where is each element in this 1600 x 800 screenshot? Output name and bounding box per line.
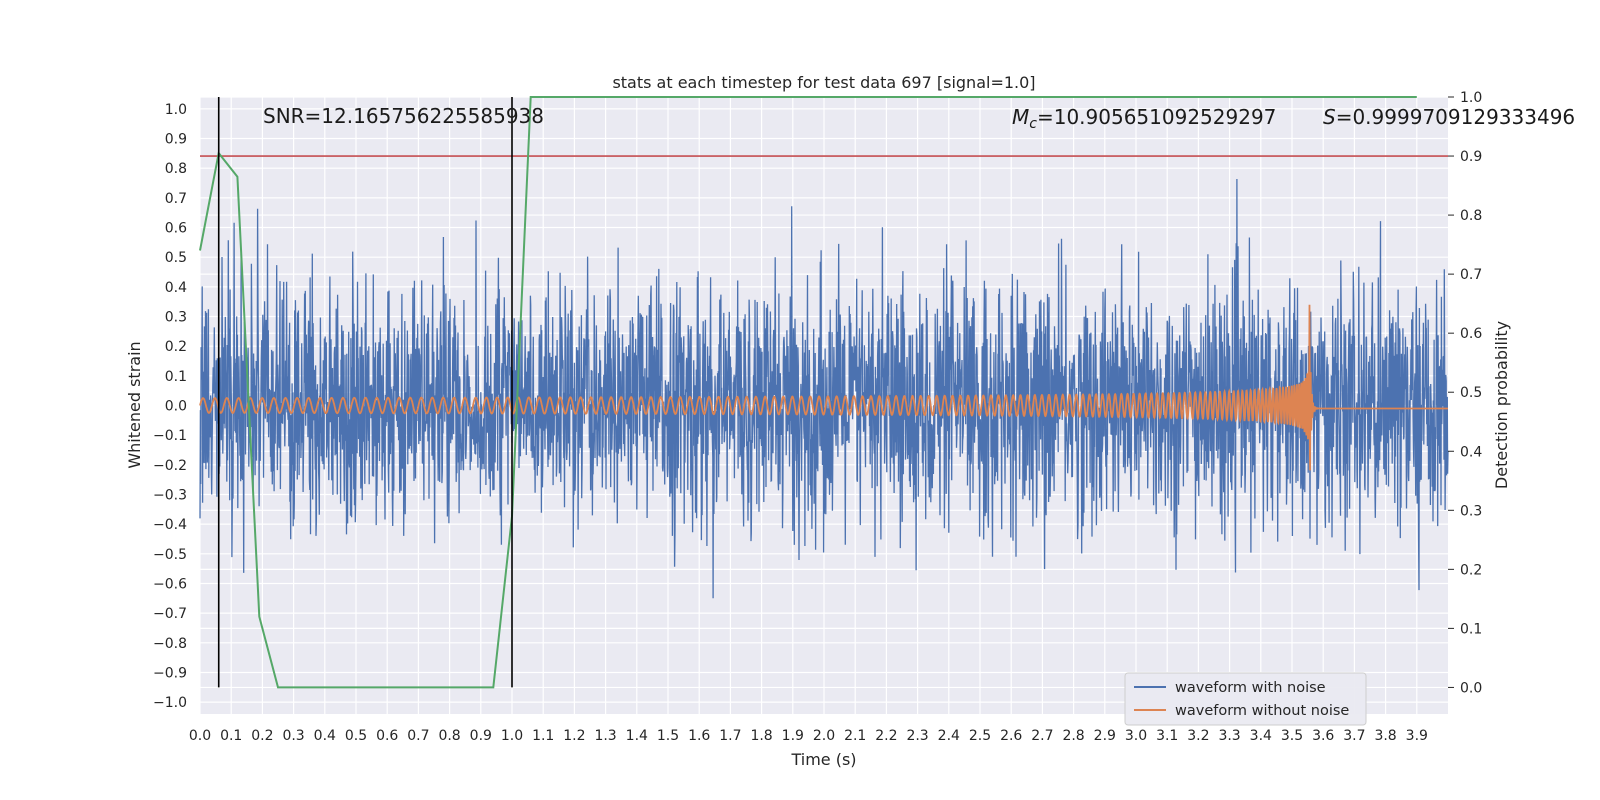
y-tick-label: 0.7 [165, 191, 187, 207]
y-tick-label: 0.0 [165, 399, 187, 415]
x-tick-label: 2.7 [1031, 728, 1053, 744]
s-symbol: S [1323, 105, 1336, 129]
chirp-mass-annotation: Mc=10.905651092529297 [1012, 105, 1276, 132]
x-tick-label: 0.1 [220, 728, 242, 744]
x-tick-label: 2.2 [875, 728, 897, 744]
x-tick-label: 0.5 [345, 728, 367, 744]
x-tick-label: 1.6 [688, 728, 710, 744]
x-tick-label: 1.4 [626, 728, 648, 744]
score-annotation: S=0.9999709129333496 [1323, 105, 1575, 129]
y-tick-label: 0.1 [165, 369, 187, 385]
y2-axis-label: Detection probability [1492, 321, 1511, 489]
y-tick-label: 0.2 [165, 339, 187, 355]
legend: waveform with noise waveform without noi… [1124, 672, 1367, 726]
mc-subscript: c [1029, 116, 1037, 132]
x-tick-label: 2.9 [1094, 728, 1116, 744]
x-tick-label: 1.8 [750, 728, 772, 744]
y-tick-label: −0.8 [153, 636, 187, 652]
mc-value: =10.905651092529297 [1037, 105, 1276, 129]
x-tick-label: 3.5 [1281, 728, 1303, 744]
y2-tick-label: 0.6 [1460, 326, 1482, 342]
x-tick-label: 0.0 [189, 728, 211, 744]
y-tick-label: −0.9 [153, 665, 187, 681]
x-tick-label: 1.2 [563, 728, 585, 744]
x-tick-label: 0.9 [470, 728, 492, 744]
y-tick-label: −0.2 [153, 458, 187, 474]
y-ticks: 1.0 0.9 0.8 0.7 0.6 0.5 0.4 0.3 0.2 0.1 0.0 −0.1 −0.… [153, 102, 187, 711]
waveform-without-noise-line [199, 304, 1448, 471]
mc-symbol: M [1012, 105, 1029, 129]
y2-tick-label: 0.1 [1460, 621, 1482, 637]
x-tick-label: 1.9 [782, 728, 804, 744]
x-tick-label: 3.3 [1218, 728, 1240, 744]
legend-label-noisy: waveform with noise [1175, 680, 1326, 696]
waveform-with-noise-line [199, 178, 1449, 599]
y-tick-label: −0.1 [153, 428, 187, 444]
snr-annotation: SNR=12.165756225585938 [263, 104, 544, 128]
y2-tick-label: 0.4 [1460, 444, 1482, 460]
x-axis-label: Time (s) [790, 750, 856, 769]
y2-tick-label: 0.5 [1460, 385, 1482, 401]
y-tick-label: 0.8 [165, 161, 187, 177]
vertical-markers [217, 97, 513, 688]
x-tick-label: 2.1 [844, 728, 866, 744]
x-tick-label: 0.6 [376, 728, 398, 744]
y-tick-label: −0.7 [153, 606, 187, 622]
x-tick-label: 0.7 [407, 728, 429, 744]
x-tick-label: 3.1 [1156, 728, 1178, 744]
x-tick-label: 3.6 [1312, 728, 1334, 744]
y-tick-label: −0.6 [153, 576, 187, 592]
x-tick-label: 3.8 [1374, 728, 1396, 744]
waveform-without-noise-series [199, 304, 1448, 471]
x-tick-label: 2.0 [813, 728, 835, 744]
y2-tick-label: 0.3 [1460, 503, 1482, 519]
y-tick-label: 1.0 [165, 102, 187, 118]
x-tick-label: 2.5 [969, 728, 991, 744]
y-tick-label: −0.3 [153, 487, 187, 503]
x-tick-label: 1.3 [594, 728, 616, 744]
x-tick-label: 0.3 [282, 728, 304, 744]
y2-tick-label: 0.9 [1460, 149, 1482, 165]
y2-tick-label: 0.7 [1460, 267, 1482, 283]
y2-tick-label: 0.2 [1460, 562, 1482, 578]
x-tick-label: 1.5 [657, 728, 679, 744]
x-tick-label: 2.3 [906, 728, 928, 744]
x-tick-label: 1.7 [719, 728, 741, 744]
detection-probability-series [199, 96, 1417, 689]
x-tick-label: 3.0 [1125, 728, 1147, 744]
y2-tick-label: 0.0 [1460, 680, 1482, 696]
x-tick-label: 1.0 [501, 728, 523, 744]
y-axis-label: Whitened strain [125, 341, 144, 468]
x-tick-label: 1.1 [532, 728, 554, 744]
x-tick-label: 2.6 [1000, 728, 1022, 744]
y-tick-label: −0.4 [153, 517, 187, 533]
y-tick-label: 0.5 [165, 250, 187, 266]
x-tick-label: 0.8 [438, 728, 460, 744]
x-tick-label: 0.4 [314, 728, 336, 744]
y-tick-label: 0.9 [165, 132, 187, 148]
x-tick-label: 0.2 [251, 728, 273, 744]
legend-box [1124, 672, 1367, 726]
y-tick-label: 0.3 [165, 310, 187, 326]
y-tick-label: −1.0 [153, 695, 187, 711]
detection-probability-line [199, 96, 1417, 689]
x-tick-label: 2.8 [1062, 728, 1084, 744]
waveform-with-noise-series [199, 178, 1449, 599]
s-value: =0.9999709129333496 [1336, 105, 1575, 129]
y-tick-label: 0.4 [165, 280, 187, 296]
legend-label-clean: waveform without noise [1175, 703, 1349, 719]
x-tick-label: 2.4 [938, 728, 960, 744]
x-tick-label: 3.2 [1187, 728, 1209, 744]
x-tick-label: 3.9 [1406, 728, 1428, 744]
x-ticks: 0.0 0.1 0.2 0.3 0.4 0.5 0.6 0.7 0.8 0.9 1.0 1.1 1.2 1… [189, 728, 1428, 744]
x-tick-label: 3.7 [1343, 728, 1365, 744]
x-tick-label: 3.4 [1250, 728, 1272, 744]
chart-title: stats at each timestep for test data 697… [612, 73, 1035, 92]
y2-tick-label: 1.0 [1460, 90, 1482, 106]
y2-ticks: 1.0 0.9 0.8 0.7 0.6 0.5 0.4 0.3 0.2 0.1 0.0 [1448, 90, 1482, 696]
y-tick-label: 0.6 [165, 221, 187, 237]
y2-tick-label: 0.8 [1460, 208, 1482, 224]
y-tick-label: −0.5 [153, 547, 187, 563]
